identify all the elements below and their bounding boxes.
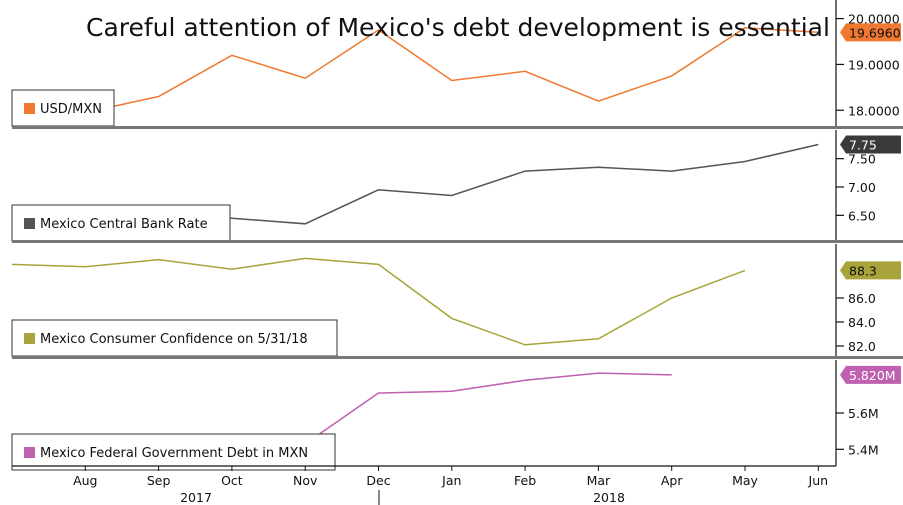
legend-label: Mexico Federal Government Debt in MXN <box>40 446 308 461</box>
y-tick-label: 20.0000 <box>848 12 900 27</box>
last-value-badge: 7.75 <box>840 135 901 154</box>
x-tick-label: Dec <box>366 473 390 488</box>
y-tick-label: 6.50 <box>848 208 876 223</box>
x-tick-label: Nov <box>293 473 318 488</box>
legend-swatch <box>24 103 35 114</box>
y-tick-label: 5.6M <box>848 406 879 421</box>
last-value-text: 7.75 <box>849 138 877 153</box>
x-tick-label: Aug <box>73 473 97 488</box>
x-tick-label: Sep <box>147 473 171 488</box>
legend-box <box>11 433 336 471</box>
x-tick-label: May <box>732 473 758 488</box>
y-tick-label: 7.00 <box>848 180 876 195</box>
chart-title: Careful attention of Mexico's debt devel… <box>86 13 830 42</box>
panel-3: 82.0 84.0 86.0 88.3 Mexico Consumer Confiden… <box>11 244 901 357</box>
legend: USD/MXN <box>11 89 115 127</box>
x-tick-label: Apr <box>661 473 683 488</box>
panel-2: 6.50 7.00 7.507.75 Mexico Central Bank Rate <box>11 130 901 242</box>
y-tick-label: 19.0000 <box>848 57 900 72</box>
last-value-text: 5.820M <box>849 368 896 383</box>
last-value-bg <box>840 23 901 42</box>
panel-separator <box>12 240 903 243</box>
y-tick-label: 86.0 <box>848 291 876 306</box>
y-tick-label: 7.50 <box>848 152 876 167</box>
last-value-text: 19.6960 <box>849 25 901 40</box>
y-tick-label: 18.0000 <box>848 103 900 118</box>
legend-label: USD/MXN <box>40 102 102 117</box>
x-axis: Aug Sep Oct Nov Dec Jan Feb Mar Apr May Jun 2017 201… <box>12 465 836 505</box>
x-tick-label: Feb <box>514 473 536 488</box>
series-line <box>11 27 819 121</box>
legend-swatch <box>24 218 35 229</box>
x-tick-label: Mar <box>587 473 611 488</box>
panel-4: 5.4M 5.6M 5.820M Mexico Federal Government … <box>11 360 901 471</box>
y-tick-label: 82.0 <box>848 339 876 354</box>
panel-separator <box>12 356 903 359</box>
legend-swatch <box>24 447 35 458</box>
x-year-label: 2018 <box>593 490 625 505</box>
legend: Mexico Federal Government Debt in MXN <box>11 433 336 471</box>
legend: Mexico Consumer Confidence on 5/31/18 <box>11 319 338 357</box>
last-value-badge: 88.3 <box>840 261 901 280</box>
legend-swatch <box>24 333 35 344</box>
x-tick-label: Jan <box>441 473 461 488</box>
last-value-bg <box>840 135 901 154</box>
legend: Mexico Central Bank Rate <box>11 204 231 242</box>
y-tick-label: 84.0 <box>848 315 876 330</box>
legend-label: Mexico Central Bank Rate <box>40 217 208 232</box>
x-tick-label: Oct <box>221 473 243 488</box>
y-tick-label: 5.4M <box>848 442 879 457</box>
series-line <box>11 257 746 346</box>
last-value-bg <box>840 261 901 280</box>
last-value-badge: 19.6960 <box>840 23 901 42</box>
last-value-text: 88.3 <box>849 263 877 278</box>
last-value-bg <box>840 365 901 384</box>
x-year-label: 2017 <box>180 490 212 505</box>
last-value-badge: 5.820M <box>840 365 901 384</box>
legend-label: Mexico Consumer Confidence on 5/31/18 <box>40 332 308 347</box>
panel-separator <box>12 126 903 129</box>
x-tick-label: Jun <box>808 473 829 488</box>
legend-box <box>11 319 338 357</box>
